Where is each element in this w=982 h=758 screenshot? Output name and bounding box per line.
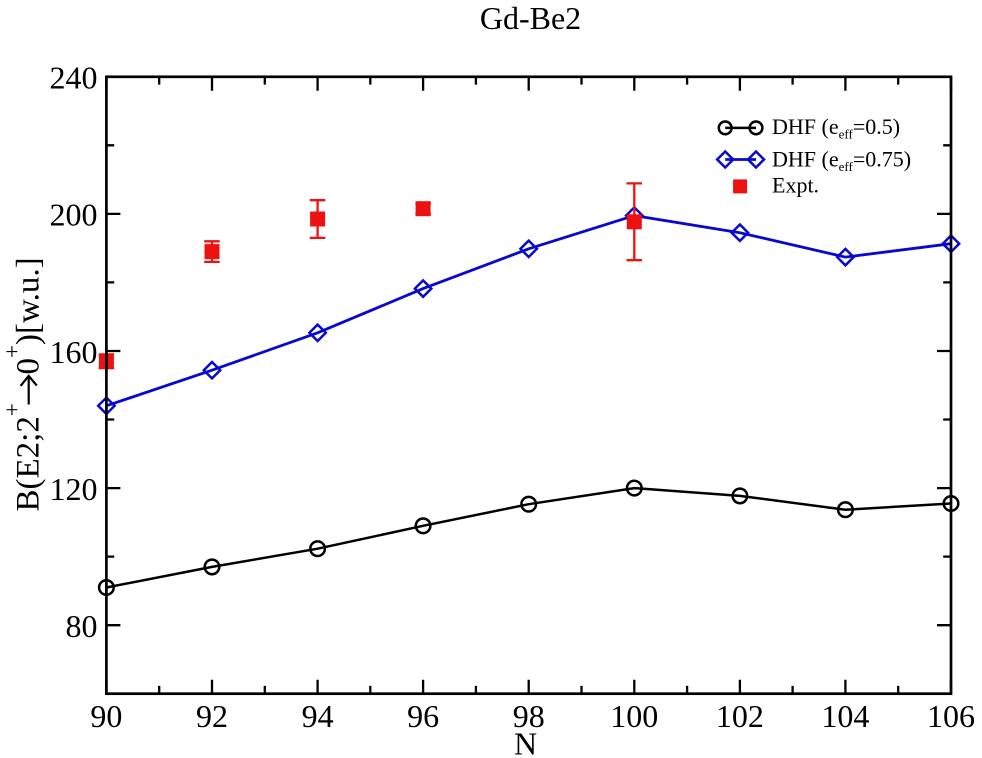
svg-text:96: 96: [407, 698, 439, 734]
svg-text:Expt.: Expt.: [772, 172, 819, 197]
svg-text:200: 200: [50, 197, 98, 233]
svg-text:94: 94: [302, 698, 334, 734]
svg-text:90: 90: [90, 698, 122, 734]
svg-text:N: N: [514, 726, 537, 758]
svg-text:0+)[w.u.]: 0+)[w.u.]: [0, 257, 47, 374]
svg-text:DHF (eeff=0.5): DHF (eeff=0.5): [772, 114, 900, 142]
svg-text:102: 102: [716, 698, 764, 734]
svg-text:80: 80: [66, 608, 98, 644]
svg-text:240: 240: [50, 60, 98, 96]
svg-text:100: 100: [610, 698, 658, 734]
svg-text:92: 92: [196, 698, 228, 734]
svg-text:120: 120: [50, 471, 98, 507]
svg-text:106: 106: [927, 698, 975, 734]
svg-text:B(E2;2+: B(E2;2+: [0, 403, 47, 511]
svg-text:160: 160: [50, 334, 98, 370]
svg-text:98: 98: [513, 698, 545, 734]
svg-text:104: 104: [821, 698, 869, 734]
svg-text:Gd-Be2: Gd-Be2: [480, 0, 581, 36]
